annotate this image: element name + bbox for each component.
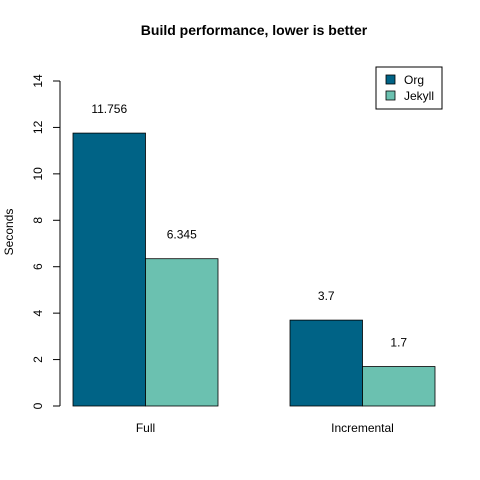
y-tick-label: 12: [31, 120, 45, 134]
legend-label-org: Org: [404, 73, 424, 87]
chart-title: Build performance, lower is better: [141, 22, 368, 38]
category-label: Incremental: [331, 421, 394, 435]
legend-swatch-org: [385, 74, 396, 85]
bar-jekyll-full: [145, 258, 219, 407]
bar-org-incremental: [289, 319, 363, 407]
legend-label-jekyll: Jekyll: [404, 89, 434, 103]
y-tick-label: 2: [31, 356, 45, 363]
y-tick-label: 4: [31, 309, 45, 316]
data-label: 3.7: [318, 289, 335, 303]
y-tick-label: 10: [31, 167, 45, 181]
data-label: 11.756: [91, 102, 127, 116]
legend-box: [375, 66, 443, 110]
bar-jekyll-incremental: [362, 366, 436, 407]
legend: Org Jekyll: [375, 66, 443, 110]
y-axis-label: Seconds: [2, 209, 16, 256]
y-tick-label: 14: [31, 74, 45, 88]
bar-org-full: [72, 132, 146, 407]
y-axis: 0 2 4 6 8 10 12 14: [31, 74, 61, 409]
category-labels: Full Incremental: [136, 421, 394, 435]
legend-swatch-jekyll: [385, 90, 396, 101]
y-tick-label: 6: [31, 263, 45, 270]
data-label: 6.345: [167, 228, 197, 242]
data-label: 1.7: [390, 336, 407, 350]
y-tick-label: 0: [31, 402, 45, 409]
category-label: Full: [136, 421, 155, 435]
y-tick-label: 8: [31, 217, 45, 224]
bars: 11.756 6.345 3.7 1.7: [72, 102, 436, 407]
